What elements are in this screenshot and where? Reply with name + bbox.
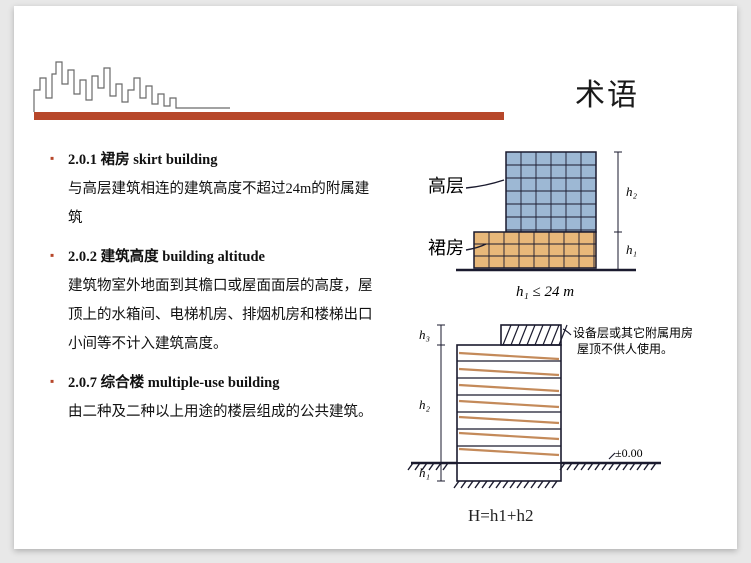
- label-tower: 高层: [428, 176, 464, 196]
- label-podium: 裙房: [428, 238, 464, 258]
- slide-content: 2.0.1 裙房 skirt building 与高层建筑相连的建筑高度不超过24…: [46, 146, 706, 526]
- term-item: 2.0.7 综合楼 multiple-use building 由二种及二种以上用…: [46, 369, 376, 427]
- term-code: 2.0.2 建筑高度 building altitude: [68, 249, 265, 265]
- term-item: 2.0.2 建筑高度 building altitude 建筑物室外地面到其檐口或…: [46, 243, 376, 359]
- ground-level-label: ±0.00: [615, 446, 643, 460]
- slide: 术语 2.0.1 裙房 skirt building 与高层建筑相连的建筑高度不超…: [14, 6, 737, 549]
- label-h1: h₁: [419, 465, 430, 480]
- term-code: 2.0.1 裙房 skirt building: [68, 152, 217, 168]
- terms-column: 2.0.1 裙房 skirt building 与高层建筑相连的建筑高度不超过24…: [46, 146, 386, 526]
- term-definition: 与高层建筑相连的建筑高度不超过24m的附属建筑: [68, 181, 369, 226]
- term-code: 2.0.7 综合楼 multiple-use building: [68, 375, 280, 391]
- diagrams-column: h₂ h₁ 高层 裙房 h₁ ≤ 24 m: [386, 146, 706, 526]
- skyline-icon: [32, 50, 232, 114]
- skirt-building-diagram: h₂ h₁ 高层 裙房 h₁ ≤ 24 m: [386, 146, 706, 306]
- height-formula: H=h1+h2: [468, 506, 706, 526]
- building-height-diagram: h₃ h₂ h₁ 设备层或其它附属用房 屋顶不供人使用。 ±0.00: [386, 317, 706, 497]
- rooftop-note-1: 设备层或其它附属用房: [573, 325, 693, 340]
- term-definition: 建筑物室外地面到其檐口或屋面面层的高度，屋顶上的水箱间、电梯机房、排烟机房和楼梯…: [68, 278, 373, 352]
- term-item: 2.0.1 裙房 skirt building 与高层建筑相连的建筑高度不超过24…: [46, 146, 376, 233]
- label-h2-top: h₂: [626, 184, 638, 199]
- formula-top: h₁ ≤ 24 m: [516, 284, 574, 300]
- slide-title: 术语: [575, 70, 639, 114]
- rooftop-note-2: 屋顶不供人使用。: [577, 341, 673, 356]
- term-definition: 由二种及二种以上用途的楼层组成的公共建筑。: [68, 404, 373, 420]
- terms-list: 2.0.1 裙房 skirt building 与高层建筑相连的建筑高度不超过24…: [46, 146, 376, 427]
- label-h2: h₂: [419, 397, 431, 412]
- label-h3: h₃: [419, 327, 430, 342]
- label-h1-top: h₁: [626, 242, 637, 257]
- slide-header: 术语: [14, 6, 737, 124]
- title-underline-bar: [34, 112, 504, 120]
